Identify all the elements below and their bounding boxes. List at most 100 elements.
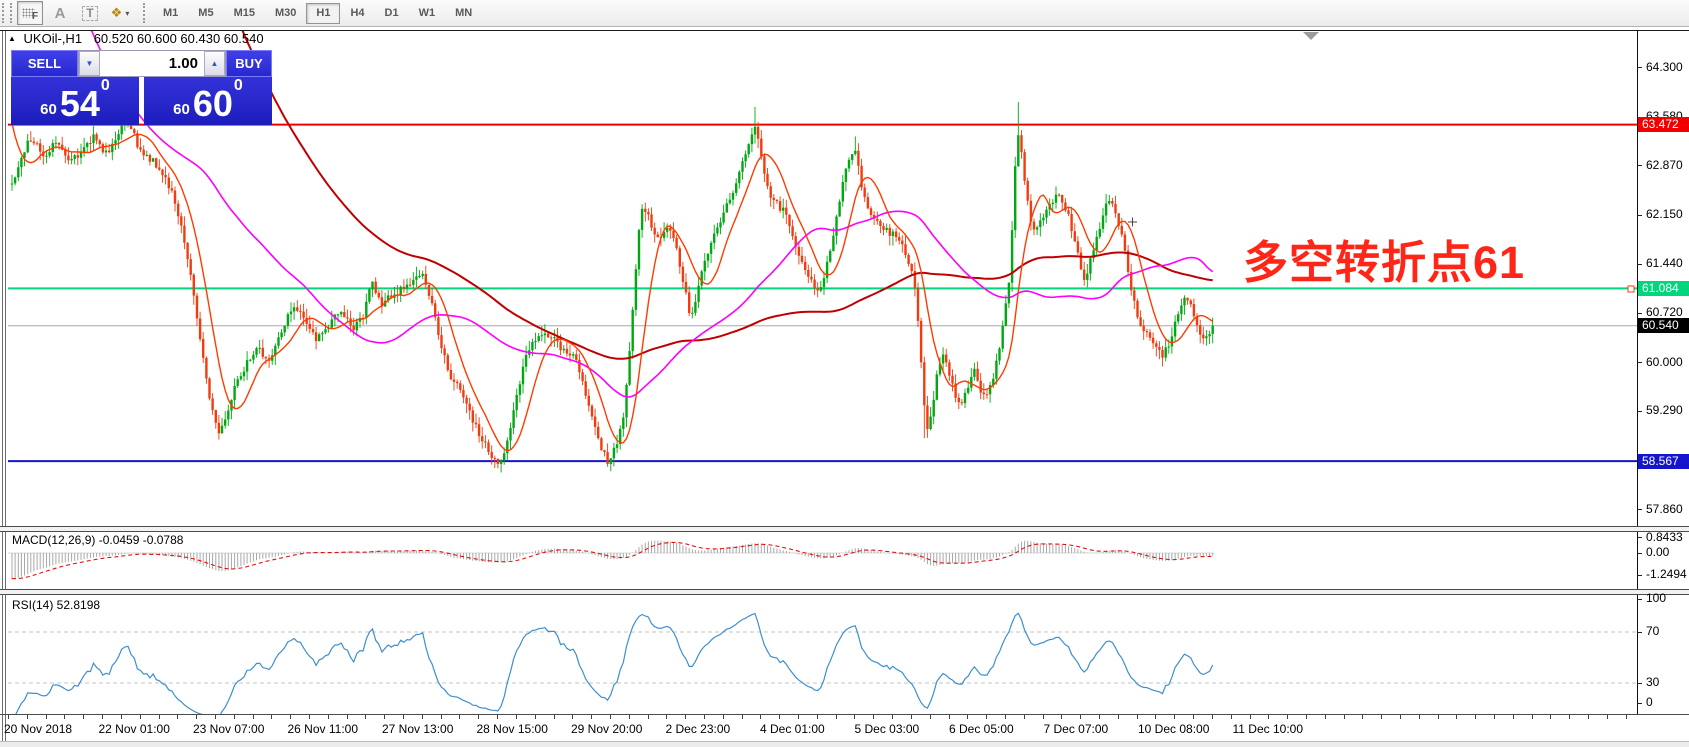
- price-tick-label: 60.720: [1646, 305, 1683, 320]
- volume-increase-button[interactable]: ▲: [204, 51, 225, 76]
- price-tick-label: 61.440: [1646, 256, 1683, 270]
- f-label: F: [31, 11, 39, 22]
- price-tick: [1637, 410, 1642, 412]
- price-tick-label: 62.870: [1646, 157, 1683, 172]
- rsi-tick-label: 30: [1646, 675, 1660, 689]
- macd-indicator-label: MACD(12,26,9) -0.0459 -0.0788: [12, 533, 184, 547]
- date-tick: [704, 715, 705, 719]
- date-tick: [685, 715, 687, 719]
- macd-tick-label: 0.00: [1646, 545, 1670, 559]
- date-tick: [327, 715, 329, 719]
- date-tick: [892, 715, 894, 719]
- date-label: 26 Nov 11:00: [287, 722, 359, 736]
- price-tick: [1637, 509, 1642, 511]
- timeframe-m15[interactable]: M15: [233, 6, 255, 19]
- toolbar-separator: [143, 3, 149, 23]
- timeframe-m1[interactable]: M1: [163, 6, 179, 19]
- date-tick: [1042, 715, 1044, 719]
- date-tick: [1174, 715, 1176, 719]
- price-tick-label: 62.150: [1646, 207, 1683, 222]
- toolbar-drag-handle[interactable]: [2, 3, 12, 23]
- date-tick: [1625, 715, 1627, 719]
- timeframe-m30[interactable]: M30: [274, 6, 297, 19]
- date-tick: [102, 715, 103, 719]
- timeframe-w1[interactable]: W1: [418, 6, 436, 19]
- date-tick: [214, 715, 216, 719]
- date-tick: [365, 715, 367, 719]
- date-tick: [497, 715, 499, 719]
- date-tick: [1588, 715, 1589, 719]
- date-tick: [1193, 715, 1194, 719]
- date-tick: [1136, 715, 1138, 719]
- timeframe-h1[interactable]: H1: [306, 2, 341, 24]
- sell-price-prefix: 60: [40, 101, 57, 118]
- date-tick: [1606, 715, 1608, 719]
- timeframe-d1[interactable]: D1: [384, 6, 399, 19]
- date-tick: [1418, 715, 1420, 719]
- date-tick: [553, 715, 555, 719]
- date-tick: [440, 715, 442, 719]
- date-tick: [1456, 715, 1458, 719]
- date-tick: [1475, 715, 1477, 719]
- timeframe-group: M1 M5 M15 M30 H1 H4 D1 W1 MN: [153, 2, 482, 24]
- buy-price-prefix: 60: [173, 101, 190, 118]
- date-tick: [1099, 715, 1100, 719]
- date-tick: [1230, 715, 1232, 719]
- rsi-tick-label: 0: [1646, 695, 1653, 709]
- date-tick: [45, 715, 47, 719]
- sell-price-display[interactable]: 60 54 0: [11, 77, 139, 125]
- date-tick: [177, 715, 179, 719]
- date-tick: [1512, 715, 1514, 719]
- date-tick: [609, 715, 611, 719]
- timeframe-m5[interactable]: M5: [198, 6, 214, 19]
- date-tick: [421, 715, 423, 719]
- price-tick-label: 64.300: [1646, 59, 1683, 74]
- volume-input[interactable]: [100, 51, 204, 76]
- price-tick: [1637, 214, 1642, 216]
- date-tick: [1287, 715, 1289, 719]
- main-macd-separator[interactable]: [0, 526, 1689, 532]
- date-label: 5 Dec 03:00: [854, 722, 920, 736]
- chart-title: ▲ UKOil-,H1 60.520 60.600 60.430 60.540: [8, 31, 264, 46]
- sell-price-sup: 0: [100, 77, 110, 94]
- date-label: 11 Dec 10:00: [1232, 722, 1304, 736]
- chart-shift-marker[interactable]: [1303, 32, 1319, 40]
- timeframe-mn[interactable]: MN: [455, 6, 473, 19]
- rsi-tick-label: 100: [1646, 591, 1667, 605]
- date-tick: [666, 715, 668, 719]
- buy-price-display[interactable]: 60 60 0: [144, 77, 272, 125]
- date-tick: [64, 715, 66, 719]
- date-tick: [779, 715, 781, 719]
- macd-rsi-separator[interactable]: [0, 589, 1689, 595]
- macd-tick: [1637, 552, 1642, 554]
- date-tick: [233, 715, 235, 719]
- timeframe-h4[interactable]: H4: [350, 6, 365, 19]
- date-tick: [290, 715, 292, 719]
- rsi-tick: [1637, 598, 1642, 600]
- chart-marker-icon: ▲: [8, 34, 16, 43]
- window-left-border: [2, 31, 3, 741]
- rsi-tick: [1637, 682, 1642, 684]
- rsi-tick: [1637, 631, 1642, 633]
- date-tick: [816, 715, 818, 719]
- date-tick: [1399, 715, 1401, 719]
- date-label: 6 Dec 05:00: [949, 722, 1014, 736]
- dotted-grid-f-button[interactable]: F: [17, 1, 43, 25]
- volume-decrease-button[interactable]: ▼: [79, 51, 100, 76]
- date-label: 7 Dec 07:00: [1043, 722, 1109, 736]
- dropdown-caret-icon: ▾: [125, 8, 130, 18]
- label-a-button[interactable]: A: [47, 1, 73, 25]
- sell-button[interactable]: SELL: [11, 50, 78, 77]
- price-badge-61.084: 61.084: [1638, 280, 1689, 296]
- date-tick: [1324, 715, 1326, 719]
- rsi-tick-label: 70: [1646, 624, 1660, 638]
- date-tick: [120, 715, 122, 719]
- hline-handle[interactable]: [1627, 285, 1635, 293]
- date-tick: [1531, 715, 1533, 719]
- date-tick: [1494, 715, 1495, 719]
- text-box-button[interactable]: T: [77, 1, 103, 25]
- objects-button[interactable]: ❖ ▾: [107, 1, 133, 25]
- buy-button[interactable]: BUY: [226, 50, 272, 77]
